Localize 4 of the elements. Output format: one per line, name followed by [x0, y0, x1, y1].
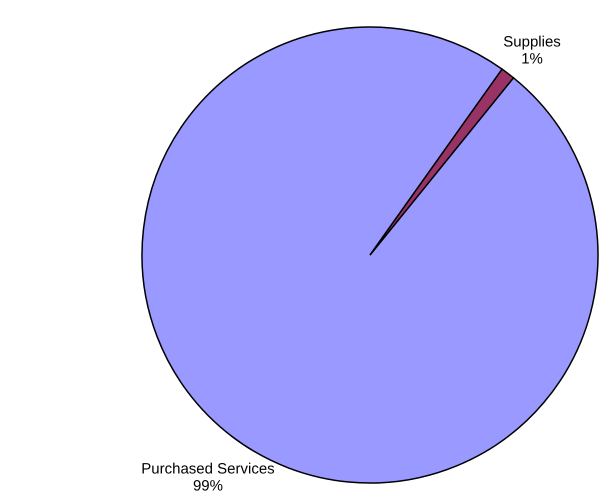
data-label: 1% [521, 50, 543, 68]
data-label: 99% [192, 477, 223, 494]
slice-label: Purchased Services [141, 460, 275, 478]
slice-label: Supplies [503, 34, 561, 51]
